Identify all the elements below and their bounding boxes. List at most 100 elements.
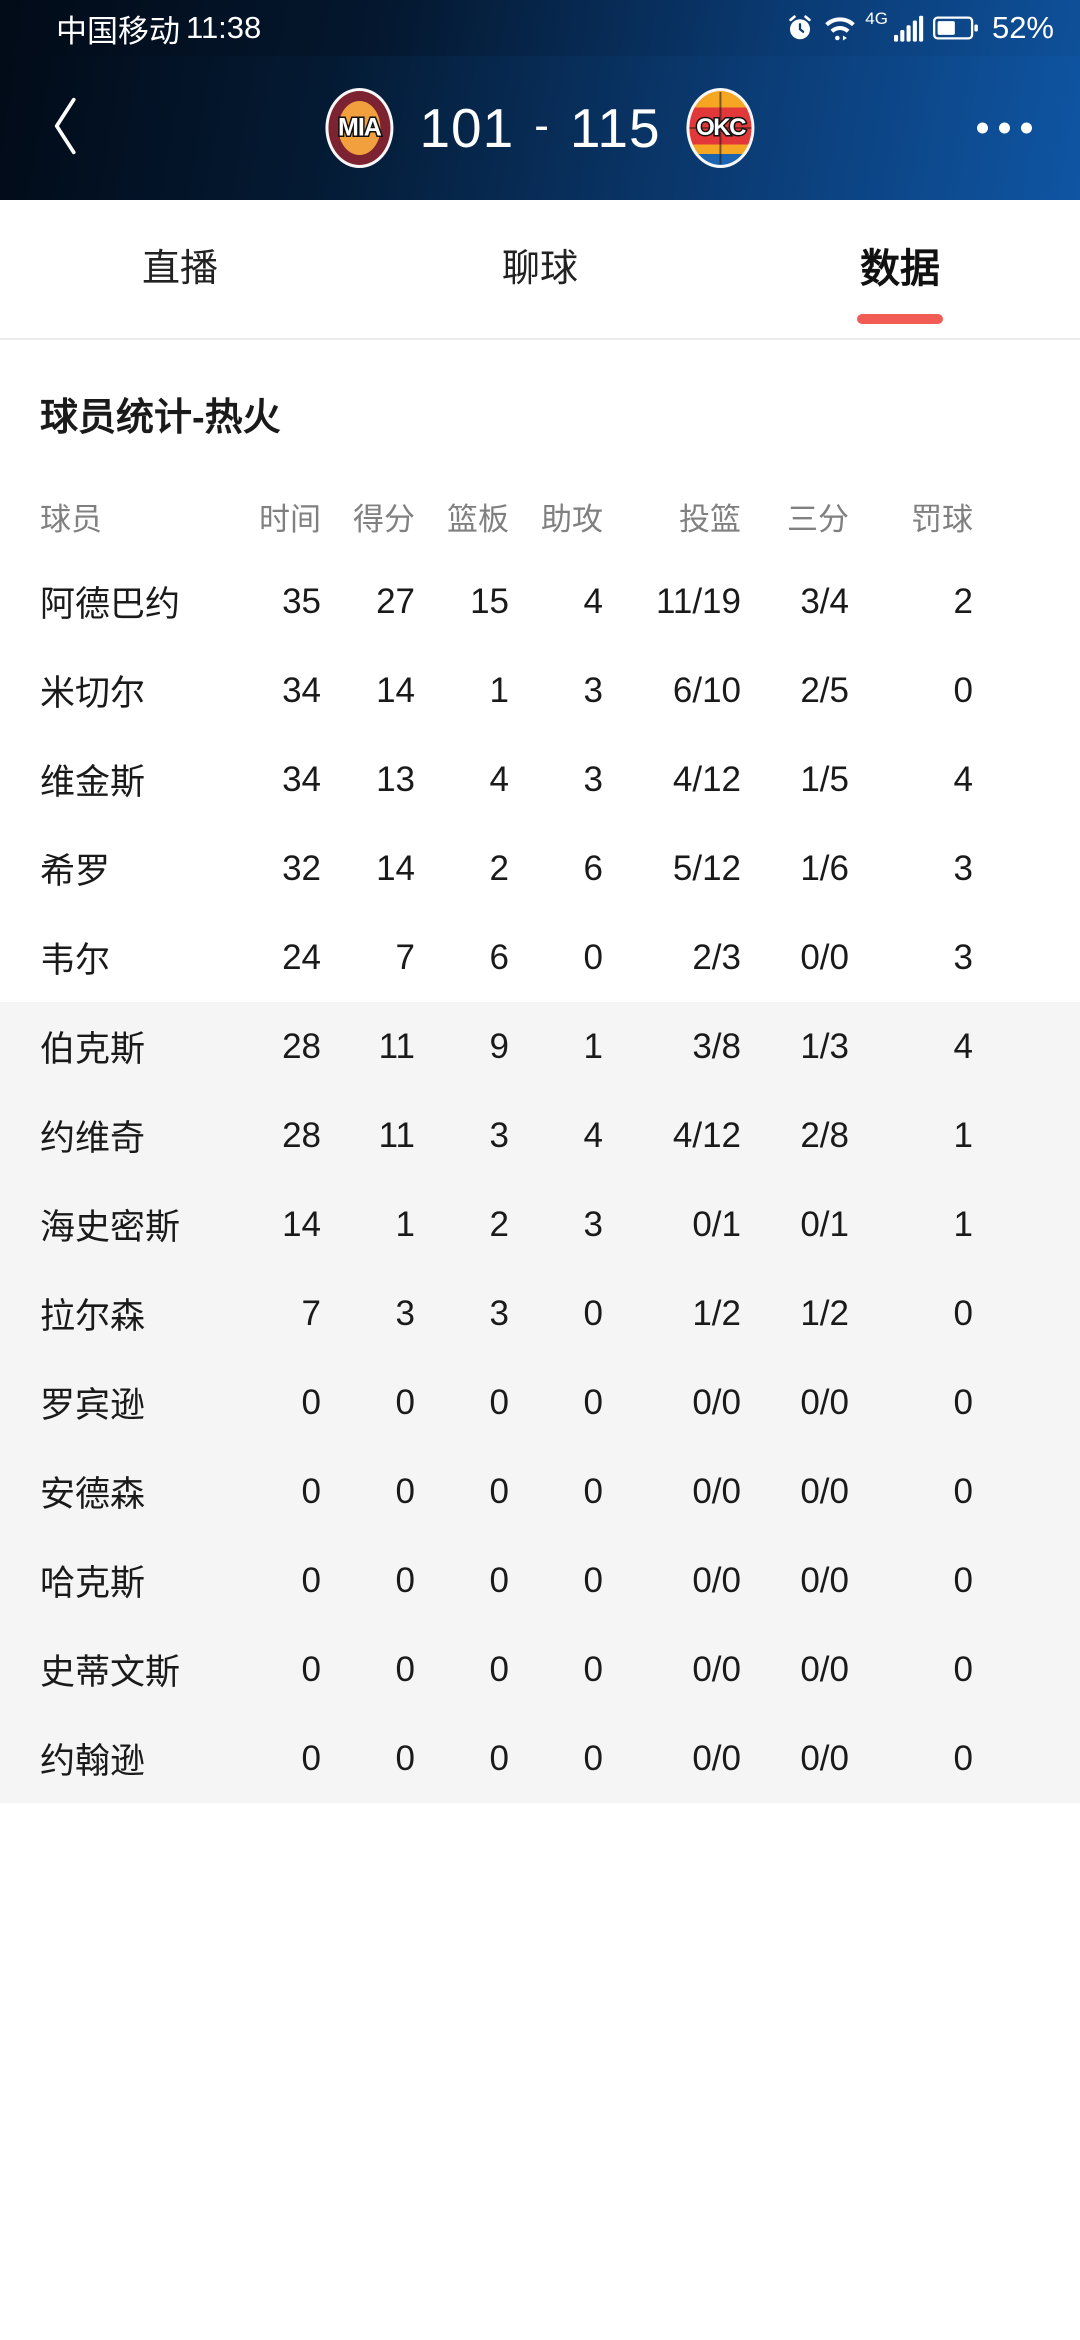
scoreboard: MIA 101 - 115 OKC: [325, 88, 755, 168]
table-row[interactable]: 希罗 32 14 2 6 5/12 1/6 3: [0, 824, 1080, 913]
cell-rebounds: 0: [489, 1649, 509, 1689]
cell-assists: 0: [583, 1293, 603, 1333]
table-row[interactable]: 阿德巴约 35 27 15 4 11/19 3/4 2: [0, 557, 1080, 646]
table-row[interactable]: 约翰逊 0 0 0 0 0/0 0/0 0: [0, 1714, 1080, 1803]
table-row[interactable]: 伯克斯 28 11 9 1 3/8 1/3 4: [0, 1002, 1080, 1091]
table-row[interactable]: 哈克斯 0 0 0 0 0/0 0/0 0: [0, 1536, 1080, 1625]
signal-icon: [893, 14, 924, 42]
cell-threepoint: 1/3: [800, 1026, 849, 1066]
away-team-logo[interactable]: OKC: [686, 88, 755, 168]
section-title: 球员统计-热火: [40, 397, 281, 439]
table-row[interactable]: 拉尔森 7 3 3 0 1/2 1/2 0: [0, 1269, 1080, 1358]
more-dot-1: [977, 122, 988, 134]
cell-fieldgoals: 4/12: [672, 759, 741, 799]
table-row[interactable]: 韦尔 24 7 6 0 2/3 0/0 3: [0, 913, 1080, 1002]
cell-points: 11: [378, 1115, 415, 1155]
player-name: 韦尔: [40, 941, 111, 980]
okc-logo-vline: [719, 92, 722, 164]
column-header-assists[interactable]: 助攻: [541, 501, 603, 537]
game-header: MIA 101 - 115 OKC: [0, 56, 1080, 200]
table-row[interactable]: 罗宾逊 0 0 0 0 0/0 0/0 0: [0, 1358, 1080, 1447]
more-dot-2: [999, 122, 1010, 134]
column-header-player[interactable]: 球员: [40, 501, 102, 537]
cell-freethrow: 0: [953, 1471, 973, 1511]
cell-assists: 3: [583, 759, 603, 799]
column-header-fieldgoals[interactable]: 投篮: [679, 501, 741, 537]
cell-freethrow: 2: [953, 581, 973, 621]
cell-assists: 0: [583, 1560, 603, 1600]
tab-live[interactable]: 直播: [0, 200, 360, 338]
away-score: 115: [569, 97, 661, 159]
cell-points: 14: [376, 848, 415, 888]
network-type-label: 4G: [865, 9, 888, 28]
column-header-points[interactable]: 得分: [353, 501, 415, 537]
table-row[interactable]: 米切尔 34 14 1 3 6/10 2/5 0: [0, 646, 1080, 735]
cell-minutes: 14: [282, 1204, 321, 1244]
cell-freethrow: 0: [953, 670, 973, 710]
player-name: 哈克斯: [40, 1564, 146, 1603]
active-tab-indicator: [857, 314, 943, 324]
tab-chat-label: 聊球: [501, 248, 578, 290]
more-dot-3: [1021, 122, 1032, 134]
cell-rebounds: 2: [489, 848, 509, 888]
cell-threepoint: 2/5: [800, 670, 849, 710]
cell-fieldgoals: 3/8: [692, 1026, 741, 1066]
player-name: 维金斯: [40, 763, 146, 802]
cell-fieldgoals: 2/3: [692, 937, 741, 977]
cell-fieldgoals: 0/0: [692, 1560, 741, 1600]
cell-assists: 4: [583, 1115, 603, 1155]
player-name: 海史密斯: [40, 1208, 181, 1247]
cell-rebounds: 0: [489, 1471, 509, 1511]
cell-fieldgoals: 11/19: [656, 581, 741, 621]
cell-assists: 0: [583, 1471, 603, 1511]
cell-rebounds: 1: [489, 670, 509, 710]
cell-points: 3: [395, 1293, 415, 1333]
table-header-row: 球员 时间 得分 篮板 助攻 投篮 三分 罚球: [0, 475, 1080, 557]
status-bar-left: 中国移动 11:38: [56, 6, 261, 51]
cell-points: 7: [395, 937, 415, 977]
cell-freethrow: 4: [953, 759, 973, 799]
cell-fieldgoals: 1/2: [692, 1293, 741, 1333]
tab-bar: 直播 聊球 数据: [0, 200, 1080, 340]
cell-rebounds: 0: [489, 1560, 509, 1600]
back-button[interactable]: [34, 96, 98, 160]
cell-rebounds: 6: [489, 937, 509, 977]
status-bar: 中国移动 11:38 4G: [0, 0, 1080, 56]
cell-fieldgoals: 0/0: [692, 1382, 741, 1422]
table-row[interactable]: 海史密斯 14 1 2 3 0/1 0/1 1: [0, 1180, 1080, 1269]
cell-freethrow: 1: [953, 1204, 973, 1244]
player-name: 米切尔: [40, 674, 146, 713]
cell-threepoint: 1/6: [800, 848, 849, 888]
okc-logo-hline: [689, 127, 752, 129]
column-header-freethrow[interactable]: 罚球: [911, 501, 973, 537]
table-row[interactable]: 维金斯 34 13 4 3 4/12 1/5 4: [0, 735, 1080, 824]
cell-minutes: 0: [301, 1382, 321, 1422]
tab-chat[interactable]: 聊球: [360, 200, 720, 338]
alarm-icon: [785, 13, 815, 43]
mia-logo-inner: [338, 101, 381, 155]
tab-live-label: 直播: [141, 248, 218, 290]
table-row[interactable]: 约维奇 28 11 3 4 4/12 2/8 1: [0, 1091, 1080, 1180]
cell-minutes: 0: [301, 1738, 321, 1778]
score-separator: -: [534, 101, 550, 150]
cell-minutes: 28: [282, 1115, 321, 1155]
cell-fieldgoals: 0/0: [692, 1649, 741, 1689]
home-team-logo[interactable]: MIA: [325, 88, 394, 168]
cell-threepoint: 1/2: [800, 1293, 849, 1333]
cell-minutes: 32: [282, 848, 321, 888]
cell-assists: 0: [583, 1649, 603, 1689]
table-row[interactable]: 史蒂文斯 0 0 0 0 0/0 0/0 0: [0, 1625, 1080, 1714]
cell-assists: 1: [583, 1026, 603, 1066]
cell-assists: 4: [583, 581, 603, 621]
cell-rebounds: 2: [489, 1204, 509, 1244]
table-row[interactable]: 安德森 0 0 0 0 0/0 0/0 0: [0, 1447, 1080, 1536]
column-header-minutes[interactable]: 时间: [259, 501, 321, 537]
column-header-threepoint[interactable]: 三分: [787, 501, 849, 537]
cell-minutes: 28: [282, 1026, 321, 1066]
cell-threepoint: 3/4: [800, 581, 849, 621]
cell-threepoint: 0/0: [800, 937, 849, 977]
clock-label: 11:38: [186, 10, 262, 45]
column-header-rebounds[interactable]: 篮板: [447, 501, 509, 537]
more-options-icon[interactable]: [969, 107, 1040, 150]
tab-stats[interactable]: 数据: [720, 200, 1080, 338]
